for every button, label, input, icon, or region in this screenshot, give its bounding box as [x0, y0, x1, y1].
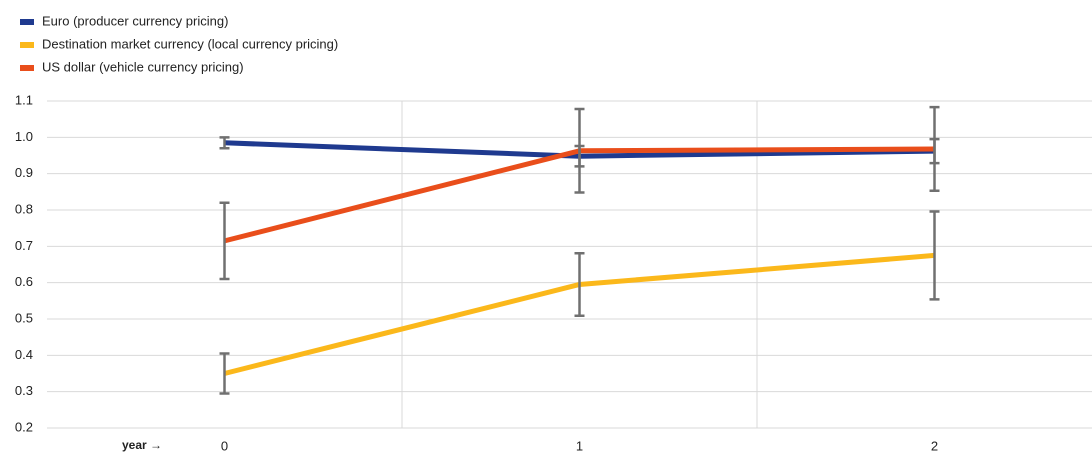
error-bar	[219, 136, 230, 150]
legend-swatch	[20, 65, 34, 71]
legend-label: Euro (producer currency pricing)	[42, 13, 228, 28]
legend-label: Destination market currency (local curre…	[42, 36, 338, 51]
error-bar	[219, 201, 230, 281]
error-bar	[574, 107, 585, 194]
x-tick-label: 2	[931, 438, 938, 453]
error-bar	[574, 251, 585, 317]
error-bar	[929, 210, 940, 301]
legend-swatch	[20, 19, 34, 25]
y-tick-label: 1.1	[15, 92, 33, 107]
x-tick-label: 1	[576, 438, 583, 453]
y-tick-label: 0.8	[15, 201, 33, 216]
y-tick-label: 0.7	[15, 238, 33, 253]
x-tick-label: 0	[221, 438, 228, 453]
y-tick-label: 0.6	[15, 274, 33, 289]
y-tick-label: 0.4	[15, 347, 33, 362]
error-bar	[219, 352, 230, 395]
x-axis-label: year →	[122, 438, 162, 452]
y-tick-label: 1.0	[15, 129, 33, 144]
error-bar	[929, 105, 940, 192]
y-tick-label: 0.3	[15, 383, 33, 398]
y-tick-label: 0.5	[15, 310, 33, 325]
y-tick-label: 0.9	[15, 165, 33, 180]
legend-label: US dollar (vehicle currency pricing)	[42, 59, 244, 74]
legend-swatch	[20, 42, 34, 48]
y-tick-label: 0.2	[15, 419, 33, 434]
